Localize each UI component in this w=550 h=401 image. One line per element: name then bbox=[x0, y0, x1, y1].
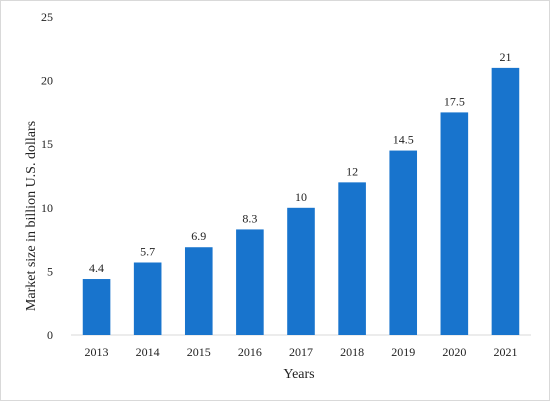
y-axis-title-group: Market size in billion U.S. dollars bbox=[24, 121, 39, 311]
y-tick-label-5: 5 bbox=[47, 264, 53, 278]
x-tick-label-2016: 2016 bbox=[238, 345, 262, 359]
data-label-2013: 4.4 bbox=[89, 261, 104, 275]
bar-2015 bbox=[184, 247, 213, 335]
data-labels: 4.4 5.7 6.9 8.3 10 12 14.5 17.5 21 bbox=[89, 50, 511, 275]
bars bbox=[82, 67, 520, 336]
data-label-2020: 17.5 bbox=[444, 94, 465, 108]
bar-2017 bbox=[287, 207, 315, 335]
data-label-2014: 5.7 bbox=[140, 244, 155, 258]
bar-2019 bbox=[389, 150, 418, 335]
y-tick-label-25: 25 bbox=[41, 10, 53, 24]
x-tick-label-2013: 2013 bbox=[85, 345, 109, 359]
x-tick-label-2021: 2021 bbox=[493, 345, 517, 359]
data-label-2017: 10 bbox=[295, 190, 307, 204]
x-tick-label-2017: 2017 bbox=[289, 345, 313, 359]
data-label-2018: 12 bbox=[346, 164, 358, 178]
y-tick-label-15: 15 bbox=[41, 137, 53, 151]
x-tick-label-2014: 2014 bbox=[136, 345, 160, 359]
bar-2021 bbox=[491, 67, 520, 335]
data-label-2015: 6.9 bbox=[191, 229, 206, 243]
x-axis-ticks: 2013 2014 2015 2016 2017 2018 2019 2020 2021 bbox=[85, 345, 518, 359]
y-tick-label-20: 20 bbox=[41, 74, 53, 88]
bar-2020 bbox=[440, 112, 469, 336]
bar-2014 bbox=[133, 262, 162, 335]
bar-2016 bbox=[236, 229, 264, 335]
x-tick-label-2015: 2015 bbox=[187, 345, 211, 359]
bar-2018 bbox=[338, 182, 366, 335]
y-axis-ticks: 0 5 10 15 20 25 bbox=[41, 10, 53, 342]
y-tick-label-10: 10 bbox=[41, 201, 53, 215]
data-label-2021: 21 bbox=[499, 50, 511, 64]
bar-2013 bbox=[82, 279, 111, 335]
y-tick-label-0: 0 bbox=[47, 328, 53, 342]
x-tick-label-2019: 2019 bbox=[391, 345, 415, 359]
x-tick-label-2018: 2018 bbox=[340, 345, 364, 359]
x-axis-title: Years bbox=[283, 367, 314, 382]
y-axis-title: Market size in billion U.S. dollars bbox=[24, 121, 39, 311]
x-tick-label-2020: 2020 bbox=[442, 345, 466, 359]
data-label-2016: 8.3 bbox=[242, 211, 257, 225]
data-label-2019: 14.5 bbox=[393, 133, 414, 147]
